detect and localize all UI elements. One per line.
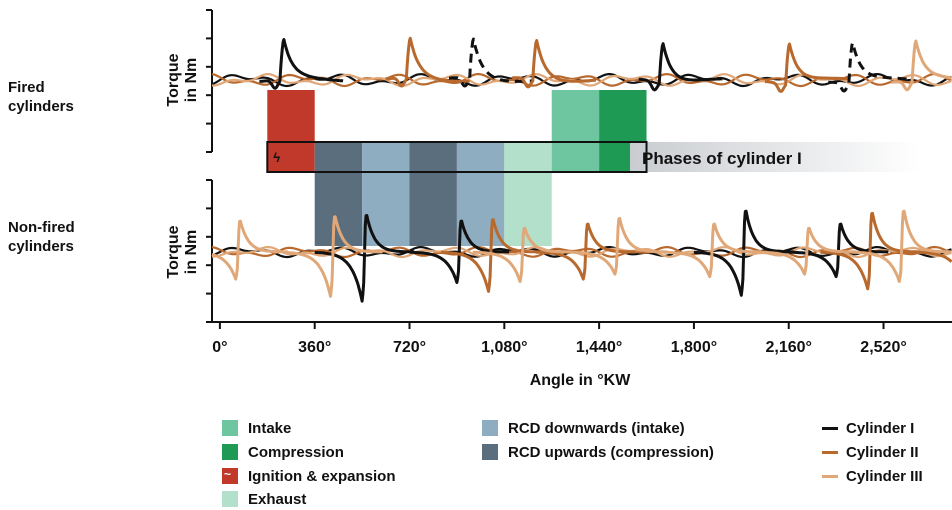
legend-label-cylinder-1: Cylinder I	[846, 419, 915, 437]
legend-swatch-rcd-down	[482, 420, 498, 436]
phase-band-ignition-0-strip	[267, 142, 315, 172]
phases-label: Phases of cylinder I	[642, 149, 802, 168]
x-tick-label-6: 2,160°	[766, 339, 812, 356]
legend-line-cylinder-3	[822, 474, 838, 478]
nonfired-pulse-7-cylinder-2	[914, 250, 952, 263]
fired-pulse-4-cylinder-1	[637, 42, 724, 92]
legend-swatch-rcd-up	[482, 444, 498, 460]
legend-item-ignition: ~ Ignition & expansion	[222, 466, 396, 486]
nonfired-pulse-13-cylinder-3	[756, 226, 858, 276]
lightning-icon: ϟ	[273, 150, 280, 165]
legend-label-exhaust: Exhaust	[248, 490, 307, 508]
phase-band-intake-6-strip	[551, 142, 600, 172]
y-axis-title-fired-line2: in Nm	[183, 58, 200, 102]
legend-item-intake: Intake	[222, 418, 291, 438]
nonfired-pulse-0-cylinder-1	[314, 214, 415, 303]
legend-line-cylinder-1	[822, 426, 838, 430]
phase-band-compression-7-fired	[599, 90, 647, 142]
fired-pulse-1-cylinder-2	[385, 36, 471, 88]
nonfired-pulse-6-cylinder-2	[819, 211, 921, 291]
legend-label-cylinder-3: Cylinder III	[846, 467, 923, 485]
phase-band-rcd_up-1-nonfired	[314, 172, 363, 246]
phase-band-rcd_down-4-strip	[456, 142, 505, 172]
fired-cylinders-label: Fired cylinders	[8, 78, 74, 116]
nonfired-pulse-14-cylinder-3	[851, 209, 952, 283]
x-tick-label-2: 720°	[393, 339, 426, 356]
nonfired-pulse-5-cylinder-2	[535, 222, 637, 281]
fired-pulse-3-cylinder-2	[511, 39, 597, 89]
legend-swatch-intake	[222, 420, 238, 436]
legend-label-ignition: Ignition & expansion	[248, 467, 396, 485]
legend-item-cylinder-3: Cylinder III	[822, 466, 923, 486]
legend-item-cylinder-2: Cylinder II	[822, 442, 919, 462]
phase-band-ignition-0-fired	[267, 90, 315, 142]
legend-item-exhaust: Exhaust	[222, 489, 306, 509]
x-tick-label-5: 1,800°	[671, 339, 717, 356]
fired-label-line2: cylinders	[8, 98, 74, 115]
nonfired-pulse-8-cylinder-3	[211, 219, 289, 281]
phase-band-intake-6-fired	[551, 90, 600, 142]
legend-label-intake: Intake	[248, 419, 292, 437]
legend-swatch-exhaust	[222, 491, 238, 507]
y-axis-title-nonfired-line2: in Nm	[183, 230, 200, 274]
legend-label-compression: Compression	[248, 443, 344, 461]
x-tick-label-0: 0°	[212, 339, 227, 356]
legend-item-cylinder-1: Cylinder I	[822, 418, 914, 438]
fired-label-line1: Fired	[8, 79, 45, 96]
nonfired-pulse-11-cylinder-3	[566, 217, 668, 276]
x-tick-label-7: 2,520°	[860, 339, 906, 356]
x-tick-label-3: 1,080°	[481, 339, 527, 356]
fired-pulse-2-cylinder-1	[448, 37, 534, 88]
x-axis-title: Angle in °KW	[530, 372, 632, 389]
torque-chart: Phases of cylinder I ϟ 0° 360° 720° 1,080° 1…	[165, 9, 952, 389]
lightning-icon: ~	[224, 467, 232, 481]
phase-band-rcd_up-3-strip	[409, 142, 457, 172]
nonfired-label-line2: cylinders	[8, 238, 74, 255]
phase-band-rcd_down-2-nonfired	[362, 172, 410, 246]
nonfired-pulse-9-cylinder-3	[282, 215, 384, 298]
phases-label-background	[630, 142, 920, 172]
legend-label-cylinder-2: Cylinder II	[846, 443, 919, 461]
nonfired-pulse-12-cylinder-3	[661, 222, 763, 279]
nonfired-label-line1: Non-fired	[8, 219, 75, 236]
legend-swatch-compression	[222, 444, 238, 460]
legend-label-rcd-up: RCD upwards (compression)	[508, 443, 714, 461]
nonfired-pulse-1-cylinder-1	[408, 219, 510, 284]
x-tick-label-4: 1,440°	[576, 339, 622, 356]
nonfired-cylinders-label: Non-fired cylinders	[8, 218, 75, 256]
y-axis-title-nonfired-line1: Torque	[165, 225, 182, 278]
y-axis-title-fired-line1: Torque	[165, 53, 182, 106]
fired-pulse-6-cylinder-1	[827, 41, 913, 93]
phases-strip-outline	[266, 141, 648, 173]
phase-band-rcd_up-1-strip	[314, 142, 363, 172]
legend-line-cylinder-2	[822, 450, 838, 454]
legend-item-rcd-up: RCD upwards (compression)	[482, 442, 714, 462]
legend-item-rcd-down: RCD downwards (intake)	[482, 418, 685, 438]
legend-label-rcd-down: RCD downwards (intake)	[508, 419, 685, 437]
phase-band-rcd_up-3-nonfired	[409, 172, 457, 246]
legend-item-compression: Compression	[222, 442, 344, 462]
phase-band-rcd_down-2-strip	[362, 142, 410, 172]
fired-pulse-0-cylinder-1	[258, 38, 344, 90]
phase-band-exhaust-5-strip	[504, 142, 552, 172]
fired-pulse-7-cylinder-3	[890, 39, 952, 92]
legend-swatch-ignition: ~	[222, 467, 238, 484]
fired-pulse-5-cylinder-2	[764, 42, 850, 93]
x-tick-label-1: 360°	[298, 339, 331, 356]
nonfired-pulse-10-cylinder-3	[472, 226, 573, 283]
